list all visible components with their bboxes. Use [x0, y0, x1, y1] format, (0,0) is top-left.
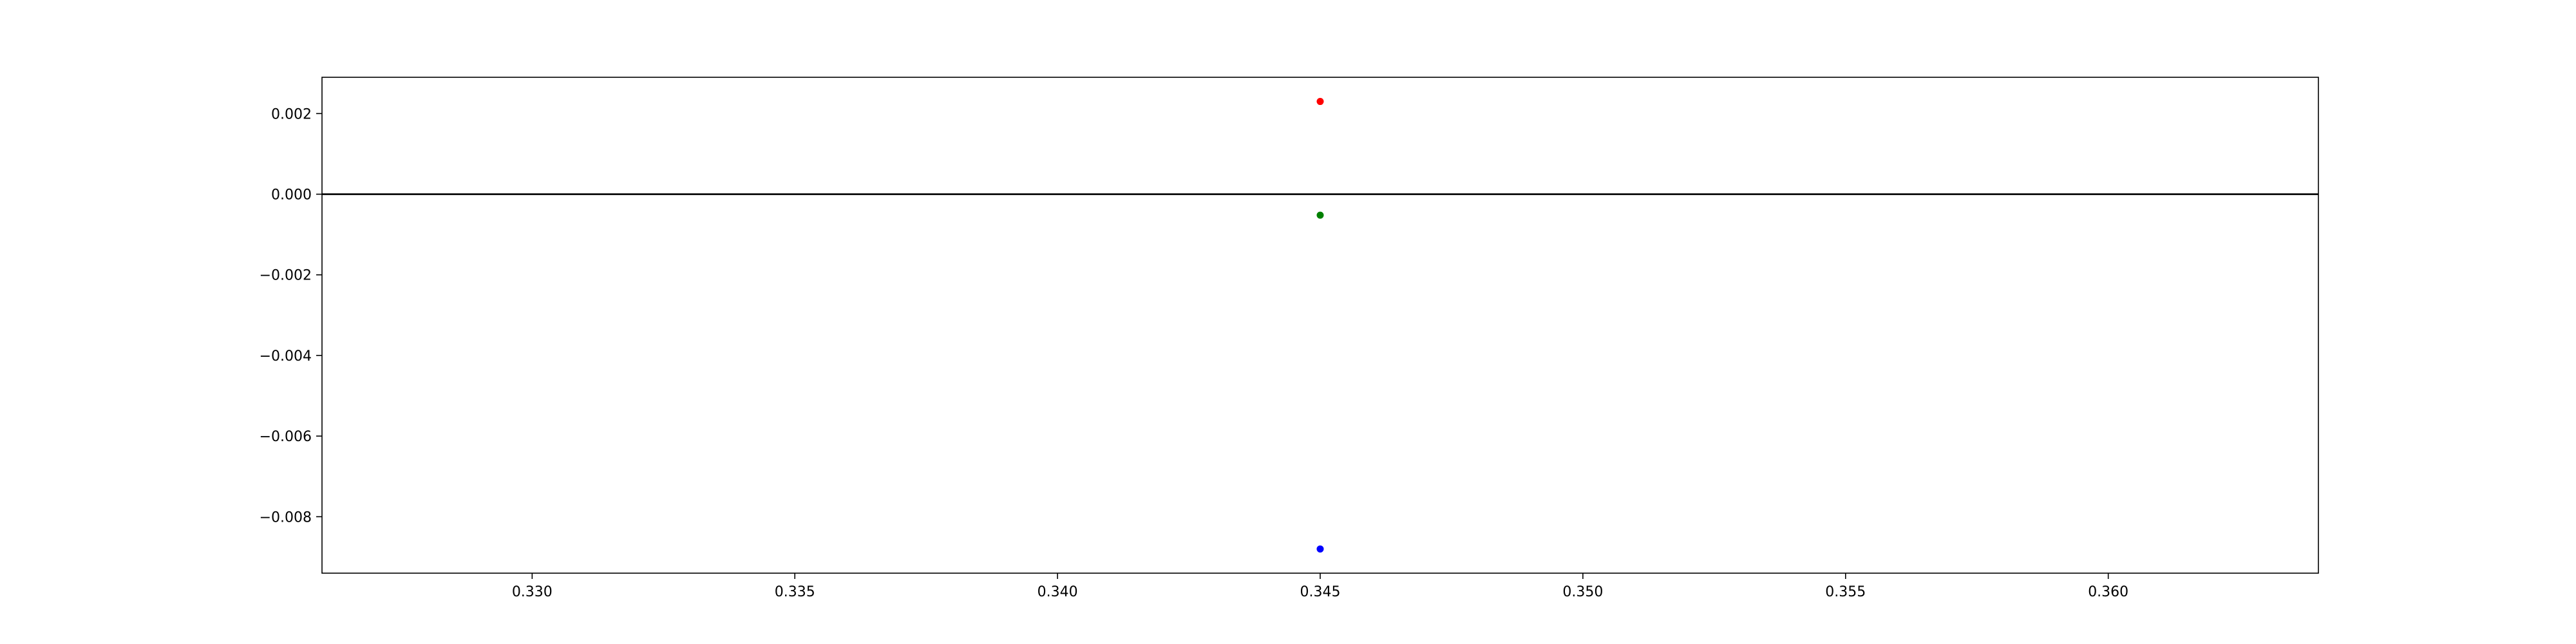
x-tick-label: 0.340: [1037, 584, 1078, 600]
x-tick-label: 0.330: [512, 584, 553, 600]
data-points: [1316, 98, 1324, 553]
data-point: [1316, 98, 1324, 106]
x-axis-ticks: 0.330 0.335 0.340 0.345 0.350 0.355 0.360: [512, 573, 2128, 600]
x-tick-label: 0.345: [1300, 584, 1341, 600]
x-tick-label: 0.335: [775, 584, 815, 600]
data-point: [1316, 545, 1324, 553]
data-point: [1316, 211, 1324, 219]
y-tick-label: −0.006: [260, 429, 312, 445]
y-tick-label: −0.008: [260, 509, 312, 526]
y-tick-label: −0.004: [260, 348, 312, 365]
x-tick-label: 0.355: [1825, 584, 1866, 600]
y-tick-label: 0.000: [271, 187, 312, 204]
x-tick-label: 0.360: [2088, 584, 2128, 600]
y-tick-label: −0.002: [260, 268, 312, 284]
y-tick-label: 0.002: [271, 106, 312, 122]
plot-area-frame: [321, 77, 2319, 574]
y-axis-ticks: 0.002 0.000 −0.002 −0.004 −0.006 −0.008: [260, 106, 322, 526]
x-tick-label: 0.350: [1562, 584, 1603, 600]
